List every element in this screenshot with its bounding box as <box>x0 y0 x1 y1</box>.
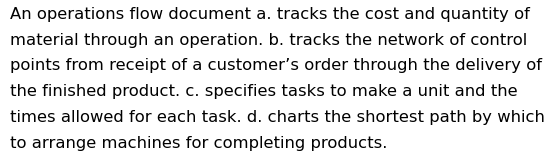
Text: times allowed for each task. d. charts the shortest path by which: times allowed for each task. d. charts t… <box>10 110 545 125</box>
Text: to arrange machines for completing products.: to arrange machines for completing produ… <box>10 136 387 151</box>
Text: the finished product. c. specifies tasks to make a unit and the: the finished product. c. specifies tasks… <box>10 84 518 99</box>
Text: An operations flow document a. tracks the cost and quantity of: An operations flow document a. tracks th… <box>10 7 530 22</box>
Text: points from receipt of a customer’s order through the delivery of: points from receipt of a customer’s orde… <box>10 58 542 73</box>
Text: material through an operation. b. tracks the network of control: material through an operation. b. tracks… <box>10 33 527 48</box>
